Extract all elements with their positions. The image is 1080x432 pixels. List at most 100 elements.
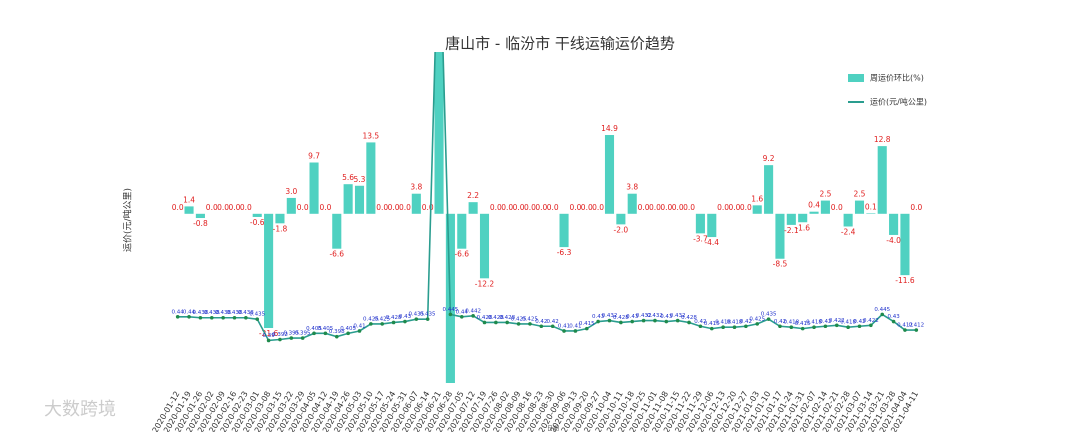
line-value-label: 0.428	[613, 315, 629, 321]
line-value-label: 0.43	[592, 314, 605, 320]
bar	[752, 205, 762, 214]
line-value-label: 0.44	[456, 309, 469, 315]
line-value-label: 0.432	[670, 313, 686, 319]
line-marker	[528, 322, 532, 326]
bar	[764, 165, 774, 214]
line-value-label: 0.418	[806, 320, 822, 326]
bar-value-label: 0.0	[740, 203, 752, 212]
legend-swatch	[848, 74, 864, 82]
bar-value-label: 0.0	[729, 203, 741, 212]
line-value-label: 0.422	[829, 318, 845, 324]
line-value-label: 0.438	[215, 310, 231, 316]
line-marker	[357, 329, 362, 333]
line-value-label: 0.41	[558, 323, 570, 329]
bar	[559, 213, 569, 248]
bar-value-label: 0.0	[399, 203, 411, 212]
bar	[366, 142, 376, 214]
line-value-label: 0.425	[511, 316, 527, 322]
line-value-label: 0.41	[353, 323, 365, 329]
line-marker	[675, 318, 680, 323]
line-marker	[607, 318, 612, 323]
bar	[604, 135, 615, 214]
line-marker	[732, 325, 737, 330]
bar-value-label: -4.4	[704, 238, 719, 247]
line-value-label: 0.405	[340, 326, 356, 332]
bar-value-label: -2.1	[784, 226, 799, 235]
line-value-label: 0.438	[204, 310, 220, 316]
bar	[900, 213, 910, 276]
bar-value-label: 0.0	[592, 203, 604, 212]
bar-value-label: 12.8	[874, 135, 891, 144]
line-marker	[278, 337, 282, 342]
line-value-label: 0.422	[863, 318, 879, 324]
bar	[457, 213, 467, 249]
line-marker	[744, 324, 748, 329]
bar-value-label: 0.0	[297, 203, 309, 212]
line-value-label: 0.392	[272, 332, 288, 338]
legend-label: 周运价环比(%)	[870, 73, 924, 83]
line-value-label: 0.438	[193, 310, 209, 316]
bar	[866, 213, 876, 214]
bar-value-label: 0.0	[569, 203, 581, 212]
line-value-label: 0.428	[386, 315, 402, 321]
line-marker	[175, 315, 180, 319]
bar-value-label: 0.4	[808, 201, 820, 210]
line-value-label: 0.412	[897, 323, 913, 329]
bar-value-label: 0.0	[229, 203, 241, 212]
line-marker	[823, 324, 828, 329]
bar-value-label: -8.5	[773, 260, 788, 269]
line-marker	[903, 328, 907, 332]
bar	[332, 213, 342, 249]
plot-area: 0.01.4-0.80.0 0.0 0.0 0.0-0.6-21.6-1.83.00.…	[172, 52, 924, 383]
line-marker	[869, 323, 873, 328]
chart-title: 唐山市 - 临汾市 干线运输运价趋势	[445, 35, 675, 53]
bar	[798, 213, 808, 223]
bar-value-label: 0.0	[513, 203, 525, 212]
bar	[479, 213, 490, 279]
bar	[343, 184, 353, 214]
line-value-label: 0.435	[249, 312, 265, 318]
bar-value-label: -0.6	[250, 218, 265, 227]
line-value-label: 0.415	[795, 321, 811, 327]
bar-value-label: 0.0	[240, 203, 252, 212]
line-marker	[244, 315, 248, 320]
line-marker	[857, 324, 862, 329]
bar-value-label: 0.1	[865, 202, 877, 211]
y-axis-label: 运价(元/吨公里)	[122, 188, 134, 252]
line-marker	[846, 325, 850, 330]
line-marker	[778, 324, 782, 329]
line-marker	[812, 325, 816, 330]
bar-value-label: 0.0	[206, 203, 218, 212]
bar-value-label: 0.0	[535, 203, 547, 212]
line-marker	[494, 320, 498, 325]
line-marker	[505, 320, 510, 325]
line-value-label: 0.435	[420, 312, 436, 318]
line-value-label: 0.395	[295, 331, 311, 337]
line-marker	[448, 312, 453, 317]
line-marker	[323, 331, 328, 336]
line-marker	[641, 318, 646, 323]
bar-value-label: 0.0	[717, 203, 729, 212]
line-marker	[346, 331, 350, 336]
line-marker	[482, 320, 487, 325]
bar-value-label: -12.2	[475, 279, 495, 288]
bar-value-label: -6.6	[329, 250, 344, 259]
line	[177, 52, 917, 342]
line-marker	[584, 326, 589, 331]
bar-value-label: -3.7	[693, 234, 708, 243]
line-marker	[914, 328, 919, 332]
line-marker	[471, 314, 475, 318]
bar-value-label: 9.7	[308, 152, 320, 161]
line-value-label: 0.43	[887, 314, 900, 320]
bar-value-label: 0.0	[672, 203, 684, 212]
line-value-label: 0.405	[306, 326, 322, 332]
bar-value-label: 14.9	[601, 124, 618, 133]
line-marker	[312, 331, 316, 336]
line-marker	[266, 338, 271, 343]
bar	[275, 213, 285, 224]
bar-value-label: 0.0	[490, 203, 502, 212]
line-marker	[800, 326, 805, 331]
bar-value-label: 3.8	[410, 183, 422, 192]
bar-value-label: 0.0	[388, 203, 400, 212]
line-value-label: 0.425	[749, 316, 765, 322]
